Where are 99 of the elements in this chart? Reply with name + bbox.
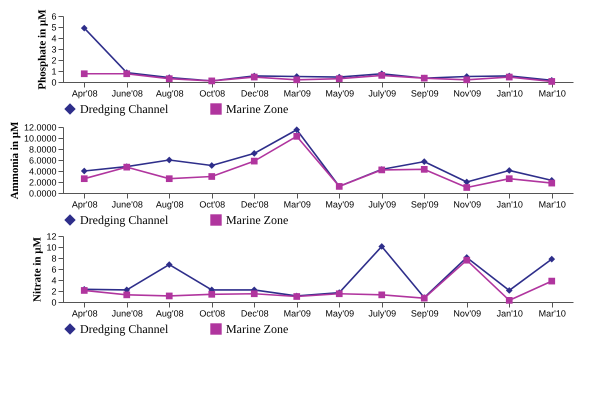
point — [506, 296, 513, 304]
x-tick-label: July'09 — [368, 200, 396, 210]
point — [463, 76, 470, 84]
y-axis-title: Phosphate in µM — [36, 8, 48, 90]
point — [250, 290, 258, 298]
x-tick-label: Apr'08 — [72, 308, 98, 318]
x-tick-label: Oct'08 — [199, 308, 226, 318]
x-tick-label: June'08 — [112, 200, 143, 210]
x-tick-label: Jan'10 — [496, 88, 523, 98]
point — [80, 70, 88, 78]
y-tick-label: 4 — [51, 276, 56, 286]
y-tick-label: 0.0000 — [28, 188, 56, 198]
x-tick-label: Aug'08 — [156, 308, 184, 318]
point — [250, 158, 258, 164]
x-tick-label: Sep'09 — [410, 308, 439, 318]
y-tick-label: 6 — [51, 12, 56, 22]
x-tick-label: Nov'09 — [453, 200, 482, 210]
y-tick-label: 10 — [46, 242, 56, 252]
x-tick-label: Sep'09 — [410, 200, 439, 210]
point — [548, 180, 556, 186]
point — [548, 256, 556, 262]
legend-label: Dredging Channel — [80, 322, 169, 336]
x-tick-label: Jan'10 — [496, 200, 523, 210]
point — [378, 291, 386, 298]
x-tick-label: Mar'09 — [284, 308, 311, 318]
x-tick-label: Mar'10 — [538, 88, 566, 98]
x-tick-label: Aug'08 — [156, 200, 184, 210]
x-tick-label: Mar'09 — [284, 88, 311, 98]
point — [420, 158, 428, 166]
point — [208, 290, 216, 298]
point — [463, 256, 470, 264]
legend-label: Dredging Channel — [80, 213, 169, 227]
point — [123, 291, 130, 298]
x-tick-label: Sep'09 — [410, 88, 439, 98]
point — [463, 184, 470, 191]
point — [166, 175, 173, 182]
point — [506, 167, 513, 174]
y-tick-label: 2.0000 — [28, 178, 56, 188]
point — [293, 132, 300, 140]
y-tick-label: 10.0000 — [24, 134, 56, 144]
x-tick-label: Mar'10 — [538, 308, 566, 318]
point — [166, 261, 173, 268]
point — [80, 168, 88, 174]
point — [548, 278, 556, 284]
x-tick-label: Aug'08 — [156, 88, 184, 98]
legend-label: Dredging Channel — [80, 102, 169, 116]
x-tick-label: Dec'08 — [240, 200, 269, 210]
y-tick-label: 4 — [51, 34, 56, 44]
legend-label: Marine Zone — [226, 213, 288, 227]
legend-label: Marine Zone — [226, 322, 288, 336]
point — [506, 175, 513, 182]
point — [208, 173, 216, 180]
x-tick-label: July'09 — [368, 308, 396, 318]
y-tick-label: 0 — [51, 78, 56, 88]
x-tick-label: Jan'10 — [496, 308, 523, 318]
point — [250, 150, 258, 157]
point — [506, 287, 513, 294]
x-tick-label: May'09 — [325, 88, 354, 98]
x-tick-label: May'09 — [325, 308, 354, 318]
y-tick-label: 3 — [51, 44, 56, 54]
point — [166, 292, 173, 300]
y-axis-title: Nitrate in µM — [31, 236, 44, 302]
point — [293, 126, 300, 134]
x-tick-label: Mar'10 — [538, 200, 566, 210]
y-tick-label: 12 — [46, 232, 56, 242]
y-tick-label: 12.0000 — [24, 122, 56, 132]
x-tick-label: Dec'08 — [240, 308, 269, 318]
point — [208, 162, 216, 169]
y-tick-label: 6 — [51, 264, 56, 274]
y-tick-label: 8 — [51, 254, 56, 264]
x-tick-label: June'08 — [112, 308, 143, 318]
x-tick-label: May'09 — [325, 200, 354, 210]
y-tick-label: 0 — [51, 298, 56, 308]
x-tick-label: Oct'08 — [199, 200, 226, 210]
point — [378, 243, 386, 250]
y-tick-label: 4.0000 — [28, 166, 56, 176]
x-tick-label: July'09 — [368, 88, 396, 98]
x-tick-label: June'08 — [112, 88, 143, 98]
y-tick-label: 2 — [51, 56, 56, 66]
x-tick-label: Apr'08 — [72, 200, 98, 210]
point — [463, 178, 470, 186]
x-tick-label: Apr'08 — [72, 88, 98, 98]
point — [166, 156, 173, 164]
y-tick-label: 2 — [51, 286, 56, 296]
y-tick-label: 5 — [51, 22, 56, 32]
point — [420, 166, 428, 173]
x-tick-label: Dec'08 — [240, 88, 269, 98]
point — [80, 175, 88, 182]
y-tick-label: 8.0000 — [28, 144, 56, 154]
legend-label: Marine Zone — [226, 102, 288, 116]
y-axis-title: Ammonia in µM — [8, 120, 21, 200]
x-tick-label: Nov'09 — [453, 88, 482, 98]
x-tick-label: Nov'09 — [453, 308, 482, 318]
x-tick-label: Mar'09 — [284, 200, 311, 210]
point — [293, 76, 300, 84]
y-tick-label: 1 — [51, 66, 56, 76]
point — [80, 24, 88, 32]
x-tick-label: Oct'08 — [199, 88, 226, 98]
y-tick-label: 6.0000 — [28, 156, 56, 166]
